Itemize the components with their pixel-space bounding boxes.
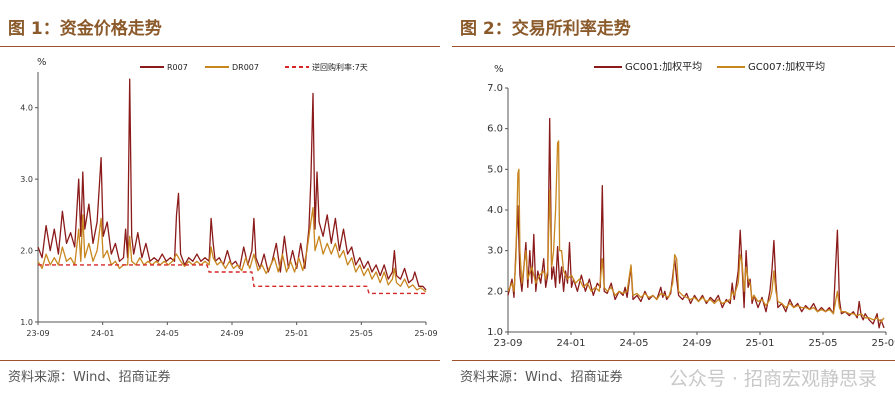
y-tick-label: 1.0 [20, 318, 33, 327]
series-line-0 [507, 117, 885, 329]
x-tick-label: 24-01 [91, 329, 114, 338]
figure-1-chart: % 1.0 2.0 3.0 4.0 23-09 24-01 24-05 24-09 25-01 25… [20, 57, 437, 338]
x-tick-label: 25-09 [414, 329, 437, 338]
legend-label-2: 逆回购利率:7天 [312, 62, 368, 72]
figure-2-source: 资料来源：Wind、招商证券 [460, 370, 623, 385]
y-tick-label: 2.0 [20, 247, 33, 256]
legend-label-0: R007 [167, 63, 188, 72]
x-tick-label: 25-05 [350, 329, 373, 338]
y-tick-label: 3.0 [487, 246, 503, 257]
y-tick-label: 7.0 [487, 83, 503, 94]
figure-1-top-rule [0, 46, 440, 47]
series-line-0 [37, 78, 427, 291]
figure-1-bottom-rule [0, 360, 440, 361]
figure-2-bottom-rule [452, 360, 895, 361]
y-tick-label: 1.0 [487, 327, 503, 338]
x-tick-label: 24-09 [220, 329, 243, 338]
figure-2-title: 图 2：交易所利率走势 [460, 19, 631, 39]
y-tick-label: 6.0 [487, 124, 503, 135]
x-tick-label: 24-09 [682, 338, 711, 349]
figure-2-top-rule [452, 46, 895, 47]
x-tick-label: 24-05 [156, 329, 179, 338]
legend-label-1: GC007:加权平均 [748, 60, 825, 73]
y-axis-unit: % [494, 64, 504, 75]
figure-2-chart: % 1.0 2.0 3.0 4.0 5.0 6.0 7.0 23-09 24-01 24-05 24-… [487, 60, 895, 349]
series-line-2 [38, 264, 426, 295]
x-tick-label: 23-09 [26, 329, 49, 338]
series-line-1 [507, 140, 885, 323]
x-tick-label: 25-09 [871, 338, 895, 349]
figure-1-panel: 图 1：资金价格走势 % 1.0 2.0 3.0 4.0 23-09 24-01 24-05 2… [0, 0, 440, 410]
figure-1-title: 图 1：资金价格走势 [8, 19, 162, 39]
series-line-1 [37, 207, 427, 293]
y-tick-label: 4.0 [20, 104, 33, 113]
figure-1-source: 资料来源：Wind、招商证券 [8, 370, 171, 385]
x-tick-label: 24-01 [556, 338, 585, 349]
y-axis-unit: % [37, 57, 47, 68]
legend-label-1: DR007 [232, 63, 259, 72]
figure-2-panel: 图 2：交易所利率走势 % 1.0 2.0 3.0 4.0 5.0 6.0 7.0 23-09 2… [452, 0, 895, 410]
y-tick-label: 4.0 [487, 205, 503, 216]
x-tick-label: 23-09 [493, 338, 522, 349]
legend-label-0: GC001:加权平均 [625, 60, 702, 73]
x-tick-label: 25-01 [285, 329, 308, 338]
y-tick-label: 5.0 [487, 164, 503, 175]
x-tick-label: 24-05 [619, 338, 648, 349]
y-tick-label: 2.0 [487, 286, 503, 297]
y-tick-label: 3.0 [20, 175, 33, 184]
watermark-text: 公众号 · 招商宏观静思录 [668, 368, 877, 390]
x-tick-label: 25-05 [808, 338, 837, 349]
x-tick-label: 25-01 [745, 338, 774, 349]
